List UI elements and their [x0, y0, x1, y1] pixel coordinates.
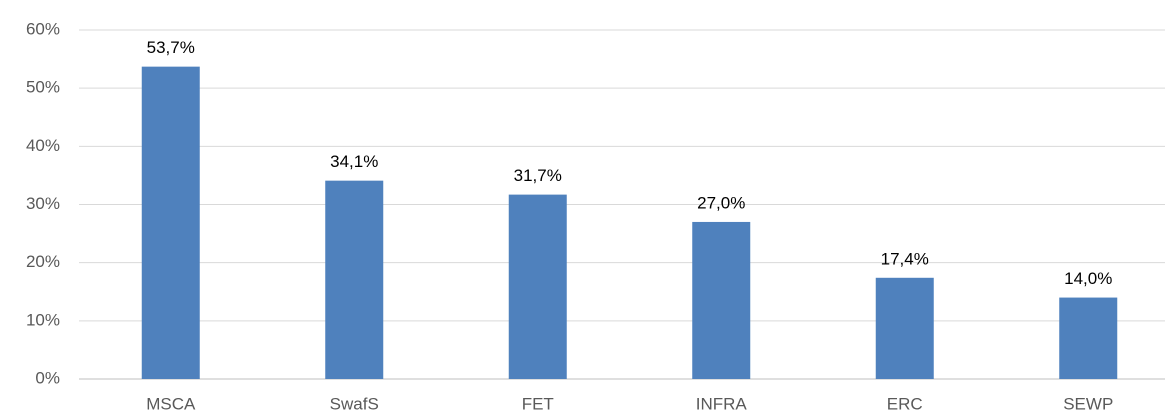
x-tick-label: SwafS [330, 394, 379, 413]
bar [875, 277, 934, 379]
y-tick-label: 10% [26, 310, 60, 329]
y-tick-label: 50% [26, 78, 60, 97]
bar [325, 180, 384, 379]
bar [508, 194, 567, 379]
data-label: 17,4% [881, 249, 929, 268]
x-tick-label: FET [522, 394, 554, 413]
x-tick-label: ERC [887, 394, 923, 413]
y-tick-label: 30% [26, 194, 60, 213]
y-tick-label: 60% [26, 19, 60, 38]
data-label: 53,7% [147, 38, 195, 57]
bar [692, 221, 751, 379]
x-tick-label: SEWP [1063, 394, 1113, 413]
data-label: 34,1% [330, 152, 378, 171]
data-label: 14,0% [1064, 269, 1112, 288]
y-tick-label: 0% [35, 368, 60, 387]
data-label: 27,0% [697, 193, 745, 212]
data-label: 31,7% [514, 166, 562, 185]
bar [1059, 297, 1118, 379]
y-tick-label: 20% [26, 252, 60, 271]
x-tick-label: INFRA [696, 394, 748, 413]
y-tick-label: 40% [26, 136, 60, 155]
bar [141, 66, 200, 380]
x-tick-label: MSCA [146, 394, 196, 413]
